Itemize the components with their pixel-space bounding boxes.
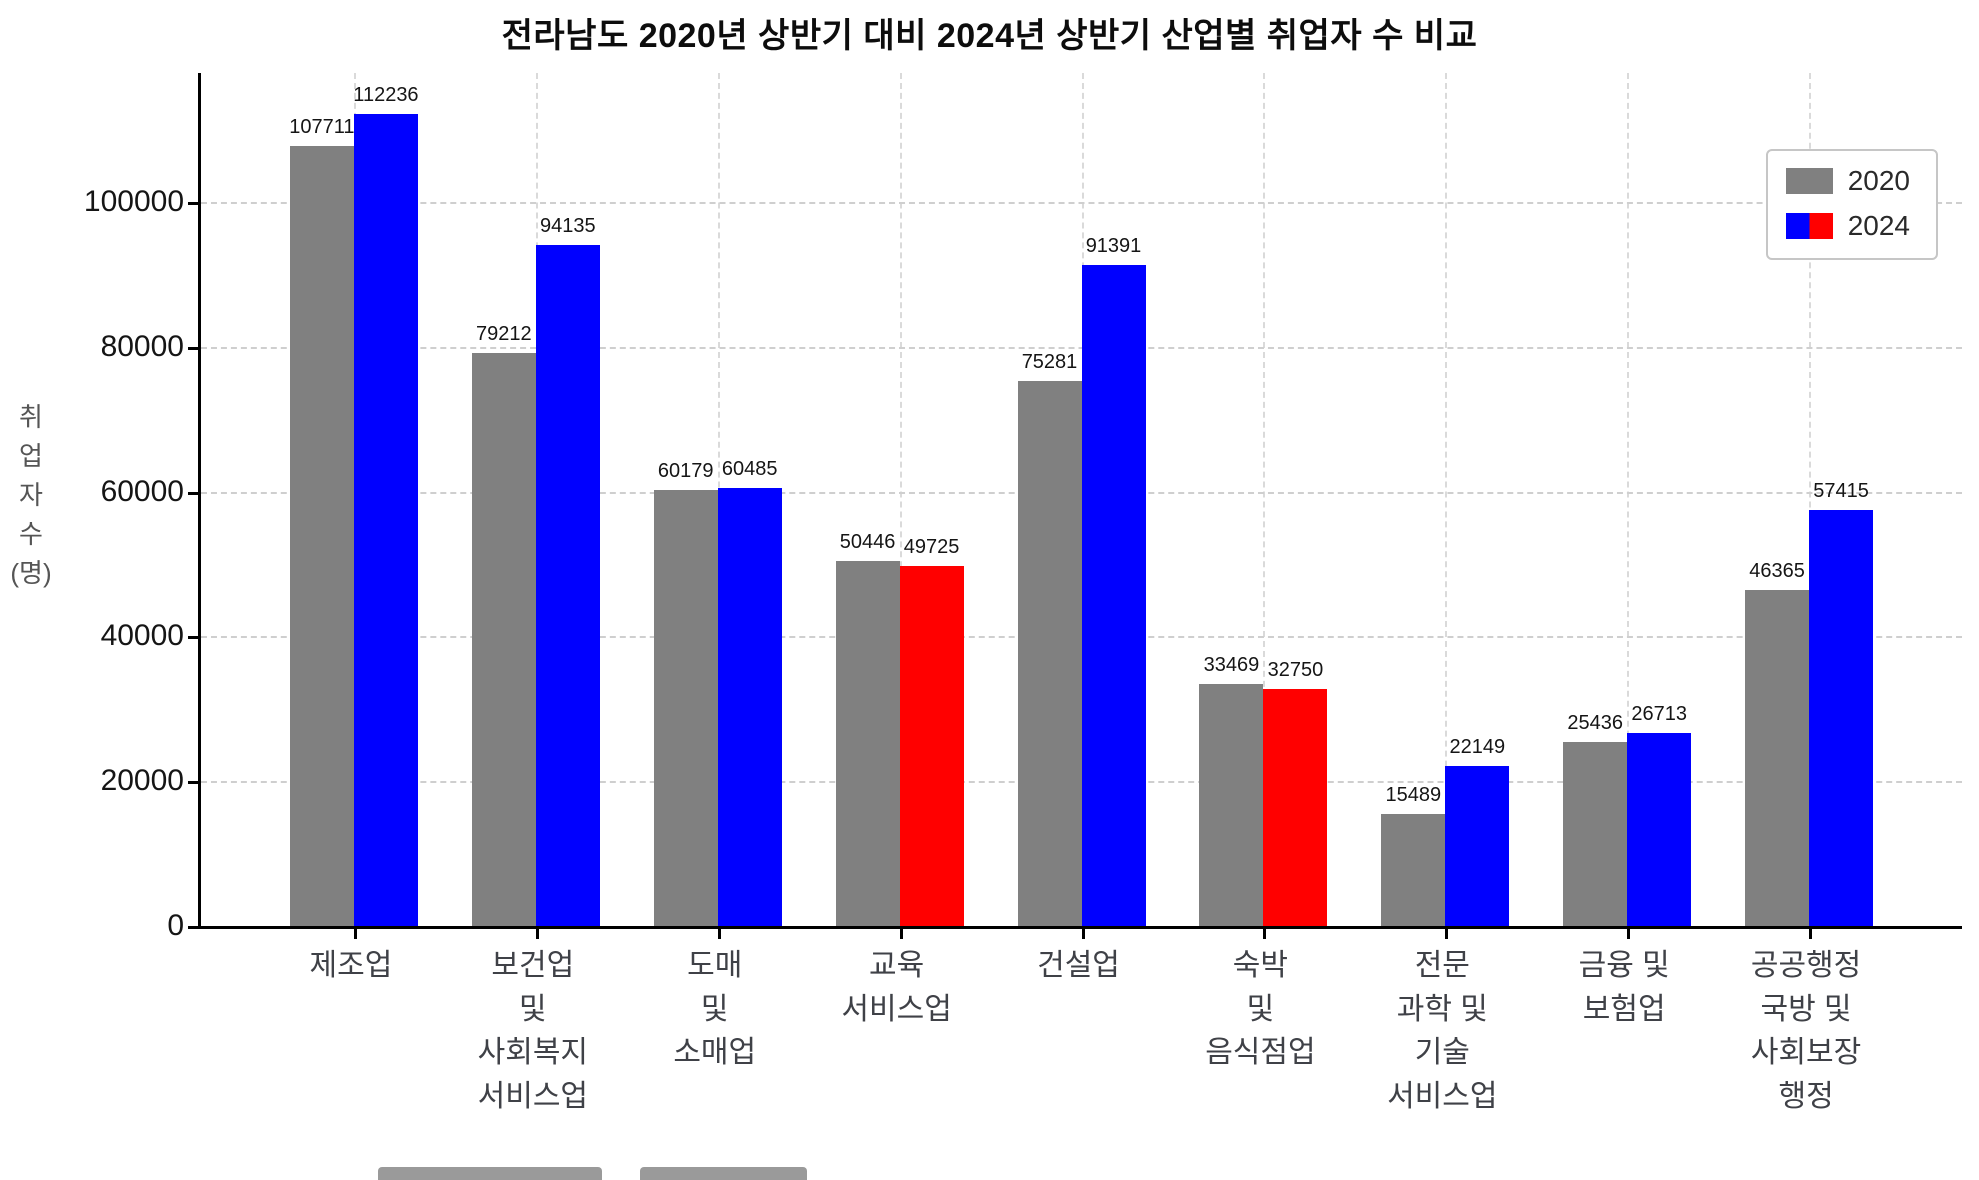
bar-group-3: 60179 60485 xyxy=(627,73,809,926)
bar-value-label: 33469 xyxy=(1203,653,1260,676)
legend-swatch-2020 xyxy=(1785,168,1833,194)
y-axis-tick-labels: 0 20000 40000 60000 80000 100000 xyxy=(0,73,184,942)
bar-2024: 32750 xyxy=(1263,659,1328,926)
x-category-label: 도매 및 소매업 xyxy=(673,949,757,1069)
bar-value-label: 50446 xyxy=(839,530,896,553)
bar-2020: 75281 xyxy=(1017,351,1082,926)
y-tick-label: 60000 xyxy=(100,474,184,508)
x-tickmark xyxy=(1081,928,1085,939)
y-tickmark xyxy=(188,346,199,350)
legend-item-2020: 2020 xyxy=(1785,165,1910,197)
legend: 2020 2024 xyxy=(1765,149,1938,260)
cutoff-bar-artifact-2 xyxy=(640,1167,807,1180)
x-category-label: 금융 및 보험업 xyxy=(1578,949,1670,1026)
legend-label-2024: 2024 xyxy=(1847,210,1910,241)
y-tickmark xyxy=(188,781,199,785)
y-axis-label: 취 업 자 수 (명) xyxy=(10,402,52,588)
bar-2024: 49725 xyxy=(899,536,964,926)
bar-value-label: 112236 xyxy=(353,83,419,106)
gridline-y-100000 xyxy=(201,202,1962,205)
bar-2020: 79212 xyxy=(471,323,536,926)
y-tick-label: 20000 xyxy=(100,764,184,798)
chart-title: 전라남도 2020년 상반기 대비 2024년 상반기 산업별 취업자 수 비교 xyxy=(501,17,1478,55)
bar-2024: 94135 xyxy=(535,215,600,926)
bar-group-8: 25436 26713 xyxy=(1536,73,1718,926)
y-tickmark xyxy=(188,926,199,929)
bar-value-label: 107711 xyxy=(289,116,355,139)
bar-group-7: 15489 22149 xyxy=(1354,73,1536,926)
x-category-label: 보건업 및 사회복지 서비스업 xyxy=(477,949,589,1113)
bar-value-label: 75281 xyxy=(1021,351,1078,374)
bar-group-9: 46365 57415 xyxy=(1718,73,1900,926)
cutoff-bar-artifact-1 xyxy=(378,1167,602,1180)
bar-groups: 107711 112236 79212 94135 60179 60485 50446 497… xyxy=(201,73,1962,926)
bar-2024: 57415 xyxy=(1809,480,1874,926)
plot-area: 107711 112236 79212 94135 60179 60485 50446 497… xyxy=(188,73,1962,939)
bar-group-4: 50446 49725 xyxy=(809,73,991,926)
y-tick-label: 100000 xyxy=(83,185,184,219)
gridline-x xyxy=(1263,73,1266,926)
bar-2020: 107711 xyxy=(289,116,355,926)
x-category-label: 전문 과학 및 기술 서비스업 xyxy=(1387,949,1498,1113)
x-category-label: 공공행정 국방 및 사회보장 행정 xyxy=(1750,949,1862,1113)
bar-value-label: 91391 xyxy=(1085,234,1142,257)
x-category-label: 건설업 xyxy=(1037,949,1120,982)
x-tickmark xyxy=(717,928,721,939)
bar-2024: 91391 xyxy=(1081,235,1146,926)
y-tickmark xyxy=(188,202,199,206)
y-tickmark xyxy=(188,636,199,640)
x-tickmark xyxy=(1445,928,1449,939)
x-category-label: 제조업 xyxy=(309,949,393,982)
bar-value-label: 25436 xyxy=(1567,711,1623,734)
bar-value-label: 49725 xyxy=(903,536,960,559)
gridline-x xyxy=(1445,73,1448,926)
y-tickmark xyxy=(188,491,199,495)
gridline-x xyxy=(1627,73,1630,926)
bar-2020: 50446 xyxy=(835,531,900,926)
y-tick-label: 0 xyxy=(167,909,184,942)
bar-value-label: 46365 xyxy=(1749,560,1805,583)
bar-2020: 25436 xyxy=(1563,712,1628,926)
x-tickmark xyxy=(1627,928,1631,939)
bar-2020: 33469 xyxy=(1199,654,1264,926)
y-tick-label: 80000 xyxy=(100,329,184,363)
x-tickmark xyxy=(1263,928,1267,939)
legend-label-2020: 2020 xyxy=(1847,165,1910,196)
bar-group-6: 33469 32750 xyxy=(1172,73,1354,926)
gridline-x xyxy=(899,73,902,926)
x-tickmark xyxy=(353,928,357,939)
x-tickmark xyxy=(899,928,903,939)
bar-group-2: 79212 94135 xyxy=(445,73,627,926)
bar-group-1: 107711 112236 xyxy=(263,73,445,926)
x-tickmark xyxy=(535,928,539,939)
x-category-label: 숙박 및 음식점업 xyxy=(1205,949,1316,1069)
bar-2024: 60485 xyxy=(717,458,782,926)
legend-swatch-2024 xyxy=(1785,213,1833,239)
bar-value-label: 94135 xyxy=(540,214,596,237)
bar-value-label: 32750 xyxy=(1267,658,1324,681)
bar-2024: 26713 xyxy=(1627,703,1692,926)
bar-2020: 46365 xyxy=(1745,560,1810,926)
bar-2020: 15489 xyxy=(1381,784,1446,926)
bar-value-label: 60179 xyxy=(657,460,714,483)
bar-2024: 22149 xyxy=(1445,736,1510,926)
bar-value-label: 22149 xyxy=(1449,735,1506,758)
x-category-label: 교육 서비스업 xyxy=(841,949,952,1026)
bar-value-label: 60485 xyxy=(721,458,778,481)
y-tick-label: 40000 xyxy=(100,619,184,653)
bar-group-5: 75281 91391 xyxy=(991,73,1173,926)
bar-2020: 60179 xyxy=(653,460,718,926)
x-tickmark xyxy=(1809,928,1813,939)
bar-value-label: 26713 xyxy=(1631,702,1687,725)
bar-value-label: 79212 xyxy=(476,322,532,345)
x-axis-labels: 제조업 보건업 및 사회복지 서비스업 도매 및 소매업 교육 서비스업 건설업 숙박 및 음식점업 전문 과… xyxy=(198,944,1959,1118)
gridline-x xyxy=(1809,73,1812,926)
bar-value-label: 57415 xyxy=(1813,480,1869,503)
bar-2024: 112236 xyxy=(353,84,419,926)
bar-value-label: 15489 xyxy=(1385,783,1442,806)
legend-item-2024: 2024 xyxy=(1785,210,1910,242)
